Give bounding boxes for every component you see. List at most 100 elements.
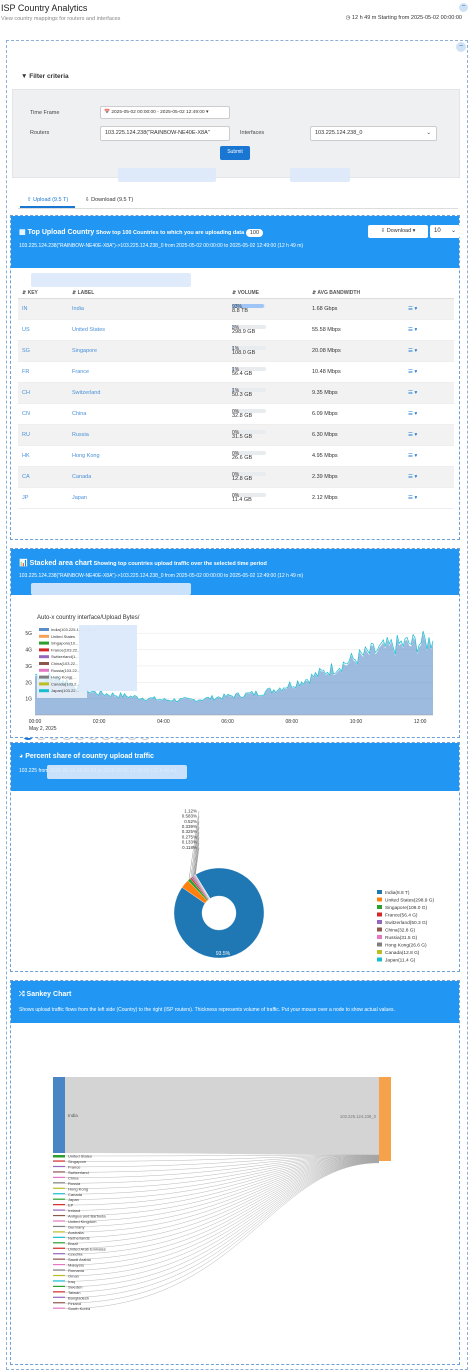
sankey-node[interactable]: [53, 1253, 65, 1255]
row-key-link[interactable]: US: [22, 326, 30, 333]
row-label[interactable]: France: [68, 361, 228, 383]
sankey-node[interactable]: [53, 1160, 65, 1162]
sankey-node[interactable]: [53, 1187, 65, 1189]
row-label-link[interactable]: Japan: [72, 494, 87, 501]
sankey-node[interactable]: [53, 1231, 65, 1233]
sankey-node[interactable]: [53, 1204, 65, 1206]
sankey-node[interactable]: [53, 1296, 65, 1298]
submit-button[interactable]: Submit: [220, 146, 250, 160]
sankey-flow[interactable]: [64, 1157, 380, 1206]
sankey-flow[interactable]: [64, 1162, 380, 1309]
sankey-node[interactable]: [53, 1171, 65, 1173]
row-actions[interactable]: ☰ ▾: [404, 382, 454, 404]
pie-legend-label[interactable]: Hong Kong(26.6 G): [385, 943, 427, 949]
col-bandwidth[interactable]: ⇵ AVG BANDWIDTH: [308, 278, 404, 299]
pie-legend-label[interactable]: India(8.8 T): [385, 890, 410, 896]
sankey-flow[interactable]: [64, 1156, 380, 1195]
sankey-node[interactable]: [53, 1302, 65, 1304]
row-key[interactable]: CH: [18, 382, 68, 404]
row-key-link[interactable]: SG: [22, 347, 30, 354]
pie-legend-label[interactable]: Canada(12.8 G): [385, 950, 420, 956]
page-size-select[interactable]: 10 ⌄: [430, 225, 460, 238]
sankey-node[interactable]: [53, 1193, 65, 1195]
row-actions[interactable]: ☰ ▾: [404, 319, 454, 341]
sankey-flow[interactable]: [64, 1158, 380, 1233]
sankey-node[interactable]: [53, 1220, 65, 1222]
row-label[interactable]: Hong Kong: [68, 445, 228, 467]
sankey-flow[interactable]: [64, 1155, 380, 1173]
sankey-node[interactable]: [53, 1285, 65, 1287]
sankey-flow[interactable]: [64, 1155, 380, 1162]
sankey-flow[interactable]: [64, 1158, 380, 1222]
row-key[interactable]: CN: [18, 403, 68, 425]
download-button[interactable]: ⇩ Download ▾: [368, 225, 428, 238]
row-label[interactable]: Canada: [68, 466, 228, 488]
sankey-flow[interactable]: [64, 1162, 380, 1298]
row-key[interactable]: SG: [18, 340, 68, 362]
sankey-flow[interactable]: [64, 1155, 380, 1179]
sankey-node[interactable]: [53, 1280, 65, 1282]
sankey-node[interactable]: [53, 1182, 65, 1184]
sankey-flow[interactable]: [64, 1159, 380, 1244]
sankey-flow[interactable]: [64, 1158, 380, 1228]
sankey-node[interactable]: [53, 1242, 65, 1244]
menu-icon[interactable]: ☰ ▾: [408, 431, 418, 438]
sankey-node[interactable]: [53, 1307, 65, 1309]
sankey-node[interactable]: [53, 1291, 65, 1293]
menu-icon[interactable]: ☰ ▾: [408, 473, 418, 480]
row-label-link[interactable]: Singapore: [72, 347, 98, 354]
sankey-node[interactable]: [53, 1209, 65, 1211]
pie-legend-label[interactable]: United States(298.9 G): [385, 898, 434, 904]
row-key[interactable]: HK: [18, 445, 68, 467]
row-key-link[interactable]: RU: [22, 431, 30, 438]
sankey-flow[interactable]: [64, 1161, 380, 1293]
row-key-link[interactable]: IN: [22, 305, 28, 312]
sankey-flow[interactable]: [64, 1154, 380, 1157]
sankey-node[interactable]: [53, 1264, 65, 1266]
row-label-link[interactable]: Hong Kong: [72, 452, 100, 459]
sankey-flow[interactable]: [64, 1162, 380, 1304]
collapse-icon[interactable]: −: [459, 3, 468, 12]
sankey-flow[interactable]: [64, 1159, 380, 1249]
sankey-flow[interactable]: [64, 1161, 380, 1282]
row-key-link[interactable]: FR: [22, 368, 30, 375]
pie-legend-label[interactable]: Switzerland(50.3 G): [385, 920, 428, 926]
menu-icon[interactable]: ☰ ▾: [408, 305, 418, 312]
row-key[interactable]: US: [18, 319, 68, 341]
row-label[interactable]: China: [68, 403, 228, 425]
sankey-flow[interactable]: [64, 1156, 380, 1189]
sankey-node-india[interactable]: [53, 1077, 65, 1153]
row-label[interactable]: Singapore: [68, 340, 228, 362]
menu-icon[interactable]: ☰ ▾: [408, 389, 418, 396]
sankey-flow[interactable]: [64, 1157, 380, 1217]
time-frame-picker[interactable]: 📅 2025-05-02 00:00:00 - 2025-05-02 12:49…: [100, 106, 230, 119]
tab-download[interactable]: ⇩ Download (9.5 T): [85, 197, 134, 203]
tab-upload[interactable]: ⇧ Upload (9.5 T): [20, 193, 76, 208]
pie-slice[interactable]: [173, 867, 265, 959]
interfaces-select[interactable]: 103.225.124.238_0 ⌄: [310, 126, 437, 141]
row-label-link[interactable]: India: [72, 305, 84, 312]
pie-legend-label[interactable]: France(56.4 G): [385, 913, 418, 919]
sankey-flow[interactable]: [64, 1160, 380, 1266]
sankey-node[interactable]: [53, 1258, 65, 1260]
row-key-link[interactable]: JP: [22, 494, 29, 501]
row-label-link[interactable]: France: [72, 368, 90, 375]
pie-legend-label[interactable]: China(32.8 G): [385, 928, 416, 934]
row-actions[interactable]: ☰ ▾: [404, 298, 454, 320]
sankey-flow[interactable]: [64, 1159, 380, 1255]
menu-icon[interactable]: ☰ ▾: [408, 368, 418, 375]
menu-icon[interactable]: ☰ ▾: [408, 410, 418, 417]
sankey-node[interactable]: [53, 1155, 65, 1158]
row-label-link[interactable]: Canada: [72, 473, 92, 480]
pie-legend-label[interactable]: Japan(11.4 G): [385, 958, 416, 964]
pie-legend-label[interactable]: Russia(31.5 G): [385, 935, 418, 941]
menu-icon[interactable]: ☰ ▾: [408, 452, 418, 459]
row-label-link[interactable]: United States: [72, 326, 106, 333]
row-actions[interactable]: ☰ ▾: [404, 340, 454, 362]
sankey-node[interactable]: [53, 1198, 65, 1200]
row-key[interactable]: CA: [18, 466, 68, 488]
sankey-flow[interactable]: [64, 1156, 380, 1200]
row-key-link[interactable]: HK: [22, 452, 30, 459]
row-label[interactable]: United States: [68, 319, 228, 341]
sankey-node[interactable]: [53, 1236, 65, 1238]
